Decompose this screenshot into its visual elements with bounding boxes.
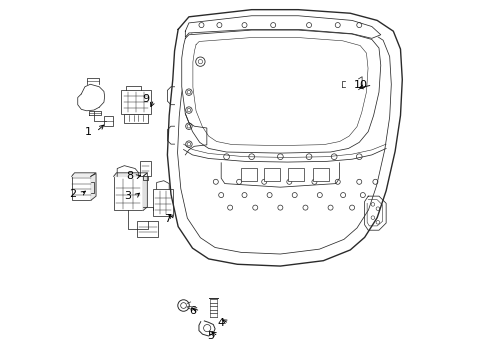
FancyBboxPatch shape [140,161,151,176]
FancyBboxPatch shape [121,90,151,114]
FancyBboxPatch shape [287,168,303,181]
FancyBboxPatch shape [137,221,158,237]
FancyBboxPatch shape [123,114,148,123]
FancyBboxPatch shape [104,116,113,126]
Text: 1: 1 [85,127,92,136]
Text: 4: 4 [217,319,224,328]
Text: 9: 9 [142,94,149,104]
Text: 5: 5 [206,331,214,341]
Polygon shape [90,174,96,201]
Text: 8: 8 [126,171,133,181]
Polygon shape [72,173,96,176]
Polygon shape [185,16,380,39]
FancyBboxPatch shape [264,168,280,181]
Text: 3: 3 [124,191,131,201]
FancyBboxPatch shape [72,174,90,201]
Text: 2: 2 [69,189,77,199]
Text: 6: 6 [189,306,196,316]
FancyBboxPatch shape [344,79,358,90]
FancyBboxPatch shape [113,176,142,211]
Polygon shape [142,173,147,211]
Polygon shape [358,77,362,90]
Polygon shape [113,173,147,176]
FancyBboxPatch shape [153,189,172,216]
Text: 7: 7 [163,215,171,224]
Polygon shape [182,30,380,153]
FancyBboxPatch shape [241,168,257,181]
Text: 10: 10 [353,80,367,90]
FancyBboxPatch shape [312,168,328,181]
